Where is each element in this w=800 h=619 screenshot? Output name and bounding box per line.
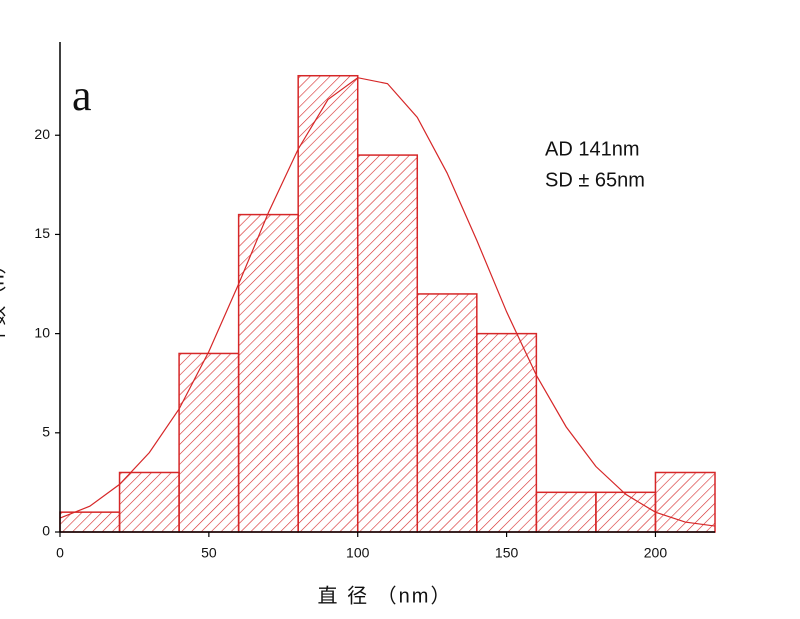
x-tick-label: 200 (644, 545, 668, 561)
bar (297, 74, 359, 533)
bar (654, 471, 716, 533)
chart-title: a (72, 71, 92, 120)
y-tick-label: 0 (42, 523, 50, 539)
bar (416, 293, 478, 533)
annotation: SD ± 65nm (545, 169, 645, 191)
fit-curve (59, 77, 716, 527)
annotation: AD 141nm (545, 138, 640, 160)
y-tick-label: 5 (42, 424, 50, 440)
y-axis-label: 个数（n） (0, 254, 8, 345)
bar (535, 491, 597, 533)
x-tick-label: 0 (56, 545, 64, 561)
bar (237, 213, 299, 533)
y-tick-label: 20 (34, 126, 50, 142)
bar (595, 491, 657, 533)
x-tick-label: 150 (495, 545, 519, 561)
x-axis-label: 直 径 （nm） (318, 584, 453, 607)
y-tick-label: 10 (34, 324, 50, 340)
bar (356, 154, 419, 533)
y-tick-label: 15 (34, 225, 50, 241)
x-tick-label: 100 (346, 545, 370, 561)
bar (178, 352, 240, 533)
bar (476, 332, 538, 533)
bar (118, 471, 180, 533)
x-tick-label: 50 (201, 545, 217, 561)
